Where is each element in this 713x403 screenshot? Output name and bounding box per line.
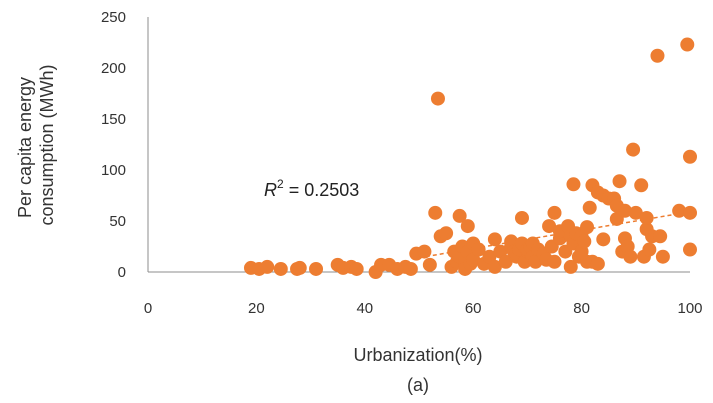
y-tick-label: 100: [101, 162, 126, 179]
data-point: [582, 200, 597, 215]
data-point: [487, 259, 502, 274]
data-point: [566, 177, 581, 192]
x-axis-label: Urbanization(%): [353, 345, 482, 365]
data-point: [487, 232, 502, 247]
data-point: [260, 259, 275, 274]
data-point: [653, 229, 668, 244]
data-point: [422, 257, 437, 272]
data-point: [428, 205, 443, 220]
x-tick-label: 60: [465, 300, 482, 317]
points-layer: [243, 37, 697, 279]
data-point: [430, 91, 445, 106]
x-tick-label: 80: [573, 300, 590, 317]
data-point: [680, 37, 695, 52]
data-point: [683, 205, 697, 220]
r-symbol: R: [264, 180, 277, 200]
data-point: [273, 261, 288, 276]
data-point: [650, 48, 665, 63]
data-point: [547, 205, 562, 220]
data-point: [639, 210, 654, 225]
y-tick-label: 250: [101, 9, 126, 26]
data-point: [547, 254, 562, 269]
y-tick-label: 0: [118, 264, 126, 281]
y-axis-label: Per capita energy consumption (MWh): [15, 64, 57, 225]
data-point: [514, 210, 529, 225]
y-tick-label: 150: [101, 111, 126, 128]
r-value: = 0.2503: [284, 180, 360, 200]
x-tick-label: 20: [248, 300, 265, 317]
data-point: [292, 260, 307, 275]
data-point: [590, 256, 605, 271]
data-point: [580, 220, 595, 235]
x-tick-label: 0: [144, 300, 152, 317]
y-tick-label: 200: [101, 60, 126, 77]
data-point: [471, 242, 486, 257]
data-point: [617, 203, 632, 218]
data-point: [439, 226, 454, 241]
data-point: [460, 219, 475, 234]
y-axis-label-line-1: Per capita energy: [15, 77, 35, 218]
data-point: [309, 261, 324, 276]
data-point: [577, 234, 592, 249]
data-point: [542, 219, 557, 234]
data-point: [563, 259, 578, 274]
x-tick-label: 100: [677, 300, 702, 317]
data-point: [612, 174, 627, 189]
y-tick-label: 50: [109, 213, 126, 230]
data-point: [683, 149, 697, 164]
x-tick-label: 40: [356, 300, 373, 317]
data-point: [634, 178, 649, 193]
data-point: [642, 242, 657, 257]
data-point: [626, 142, 641, 157]
data-point: [655, 249, 670, 264]
data-point: [417, 244, 432, 259]
data-point: [672, 203, 687, 218]
data-point: [683, 242, 697, 257]
data-point: [628, 205, 643, 220]
ticks-layer: 0 20 40 60 80 100 0 50 100 150 200 250: [101, 9, 703, 317]
data-point: [349, 261, 364, 276]
data-point: [623, 249, 638, 264]
r-superscript: 2: [277, 177, 284, 191]
y-axis-label-line-2: consumption (MWh): [37, 64, 57, 225]
data-point: [596, 232, 611, 247]
data-point: [403, 261, 418, 276]
figure-caption: (a): [407, 375, 429, 395]
data-point: [498, 254, 513, 269]
data-point: [452, 208, 467, 223]
r-squared-annotation: R2 = 0.2503: [264, 177, 359, 200]
